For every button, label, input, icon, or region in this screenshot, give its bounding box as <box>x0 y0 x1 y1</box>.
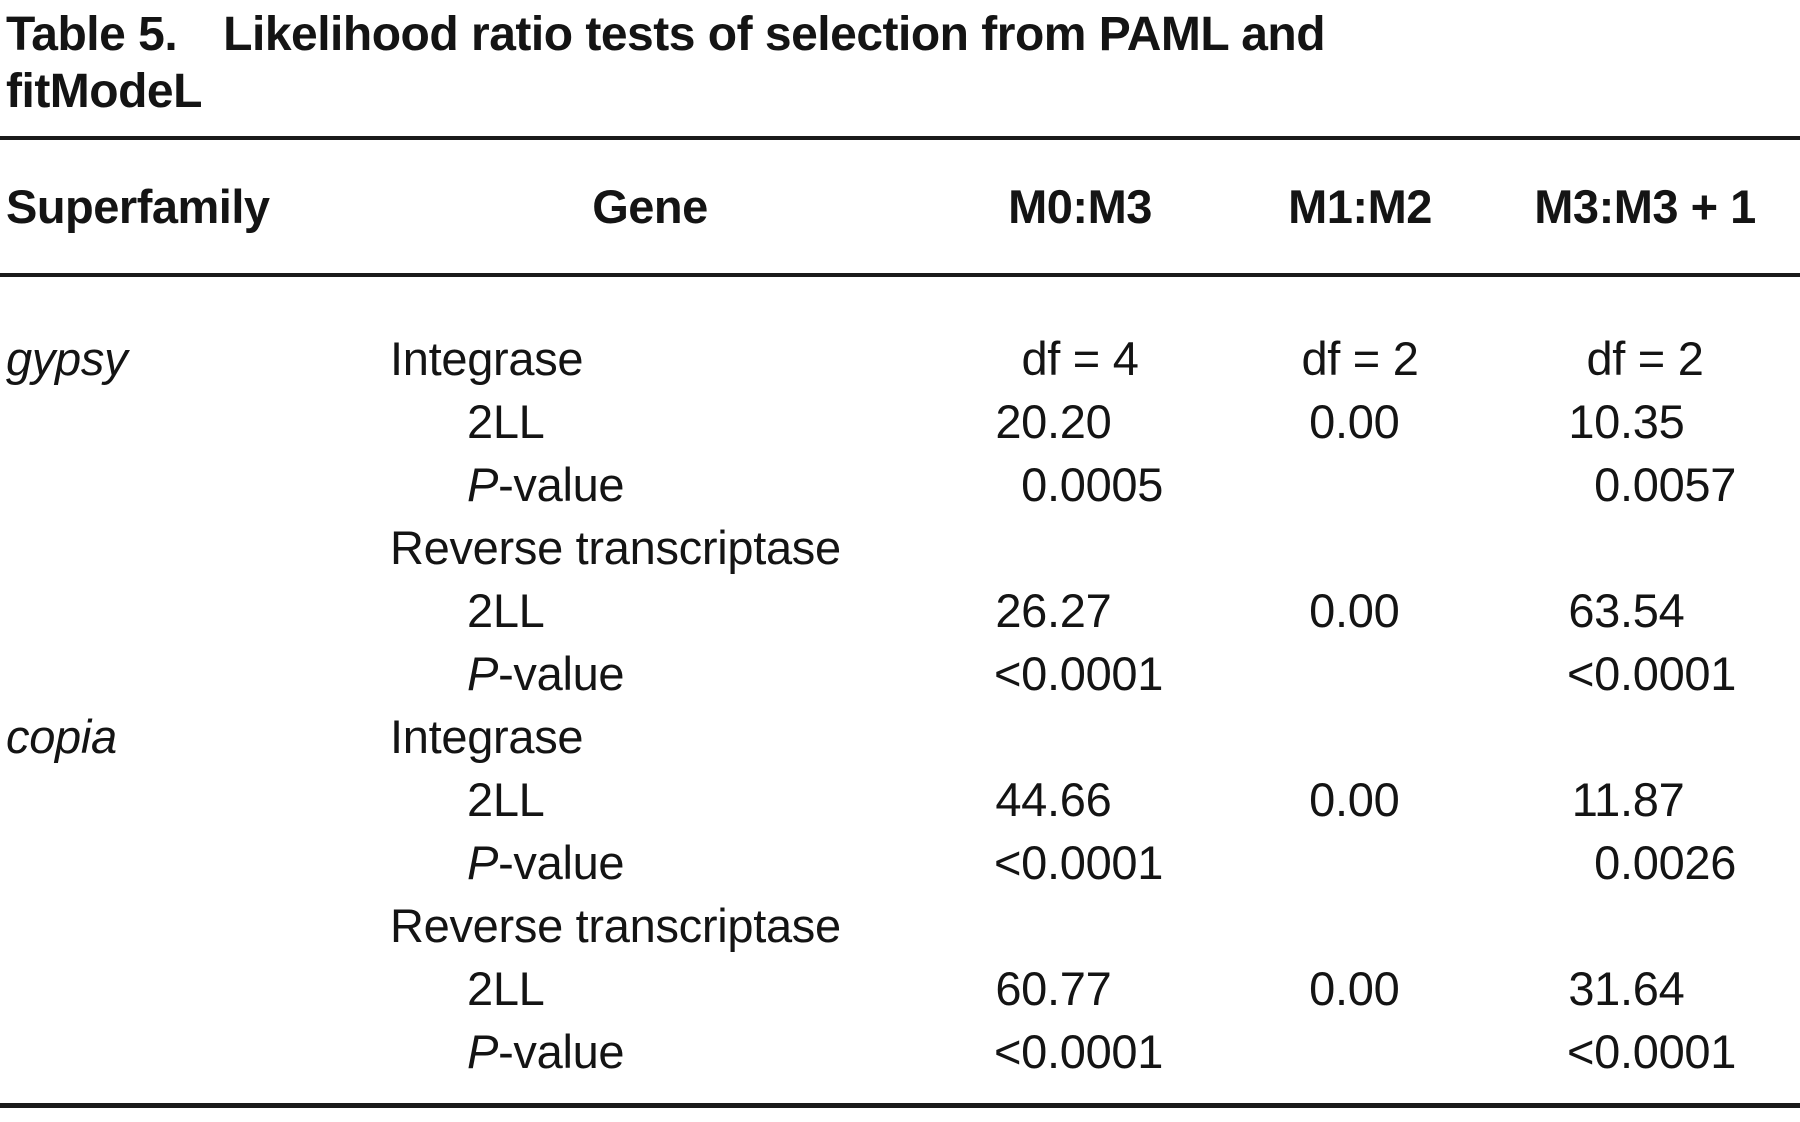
table-row: P-value 0.0005 0.0057 <box>0 453 1800 516</box>
table-row: P-value <0.0001 0.0026 <box>0 831 1800 894</box>
m0m3-cell: <0.0001 <box>994 836 1164 889</box>
gene-cell: Reverse transcriptase <box>390 899 841 952</box>
m0m3-cell: 0.0005 <box>1021 458 1164 511</box>
m1m2-cell: 0.00 <box>1309 395 1400 448</box>
gene-cell: P-value <box>467 647 625 700</box>
superfamily-cell: gypsy <box>6 332 128 385</box>
table-title: Table 5. Likelihood ratio tests of select… <box>0 0 1800 120</box>
column-header-m0m3: M0:M3 <box>1008 180 1152 233</box>
column-header-m1m2: M1:M2 <box>1288 180 1432 233</box>
m3m3plus1-cell: df = 2 <box>1586 332 1704 385</box>
table-title-line2: fitModeL <box>6 65 202 118</box>
gene-cell: 2LL <box>467 584 545 637</box>
table-row: gypsy Integrase df = 4 df = 2 df = 2 <box>0 327 1800 390</box>
column-header-gene: Gene <box>592 180 708 233</box>
m3m3plus1-cell: 10.35 <box>1568 395 1685 448</box>
column-header-m3m3plus1: M3:M3 + 1 <box>1534 180 1756 233</box>
table-row: 2LL 20.20 0.00 10.35 <box>0 390 1800 453</box>
table-row: P-value <0.0001 <0.0001 <box>0 642 1800 705</box>
gene-cell: Integrase <box>390 332 584 385</box>
table-row: 2LL 26.27 0.00 63.54 <box>0 579 1800 642</box>
gene-cell: 2LL <box>467 962 545 1015</box>
table-row: copia Integrase <box>0 705 1800 768</box>
superfamily-cell: copia <box>6 710 117 763</box>
table-row: Reverse transcriptase <box>0 516 1800 579</box>
bottom-rule <box>0 1103 1800 1108</box>
gene-cell: P-value <box>467 1025 625 1078</box>
m1m2-cell: 0.00 <box>1309 962 1400 1015</box>
table-number: Table 5. <box>6 8 178 61</box>
header-rule <box>0 273 1800 277</box>
m3m3plus1-cell: 0.0026 <box>1594 836 1737 889</box>
m3m3plus1-cell: 11.87 <box>1571 773 1685 826</box>
table-row: 2LL 60.77 0.00 31.64 <box>0 957 1800 1020</box>
gene-cell: 2LL <box>467 773 545 826</box>
column-header-superfamily: Superfamily <box>6 180 270 233</box>
m1m2-cell: 0.00 <box>1309 584 1400 637</box>
m3m3plus1-cell: 0.0057 <box>1594 458 1737 511</box>
top-rule <box>0 136 1800 140</box>
table-row: Reverse transcriptase <box>0 894 1800 957</box>
table-title-line1: Likelihood ratio tests of selection from… <box>223 8 1326 61</box>
m3m3plus1-cell: <0.0001 <box>1567 1025 1737 1078</box>
gene-cell: 2LL <box>467 395 545 448</box>
m0m3-cell: <0.0001 <box>994 1025 1164 1078</box>
m0m3-cell: 60.77 <box>995 962 1112 1015</box>
table-body: gypsy Integrase df = 4 df = 2 df = 2 2LL 20.20… <box>0 277 1800 1083</box>
table-row: P-value <0.0001 <0.0001 <box>0 1020 1800 1083</box>
gene-cell: P-value <box>467 458 625 511</box>
gene-cell: Reverse transcriptase <box>390 521 841 574</box>
m0m3-cell: df = 4 <box>1021 332 1139 385</box>
m0m3-cell: 44.66 <box>995 773 1112 826</box>
m3m3plus1-cell: 31.64 <box>1568 962 1685 1015</box>
m0m3-cell: <0.0001 <box>994 647 1164 700</box>
m1m2-cell: df = 2 <box>1301 332 1419 385</box>
m1m2-cell: 0.00 <box>1309 773 1400 826</box>
table-row: 2LL 44.66 0.00 11.87 <box>0 768 1800 831</box>
m3m3plus1-cell: <0.0001 <box>1567 647 1737 700</box>
gene-cell: P-value <box>467 836 625 889</box>
m0m3-cell: 26.27 <box>995 584 1112 637</box>
table-header-row: Superfamily Gene M0:M3 M1:M2 M3:M3 + 1 <box>0 140 1800 273</box>
gene-cell: Integrase <box>390 710 584 763</box>
m0m3-cell: 20.20 <box>995 395 1112 448</box>
m3m3plus1-cell: 63.54 <box>1568 584 1685 637</box>
